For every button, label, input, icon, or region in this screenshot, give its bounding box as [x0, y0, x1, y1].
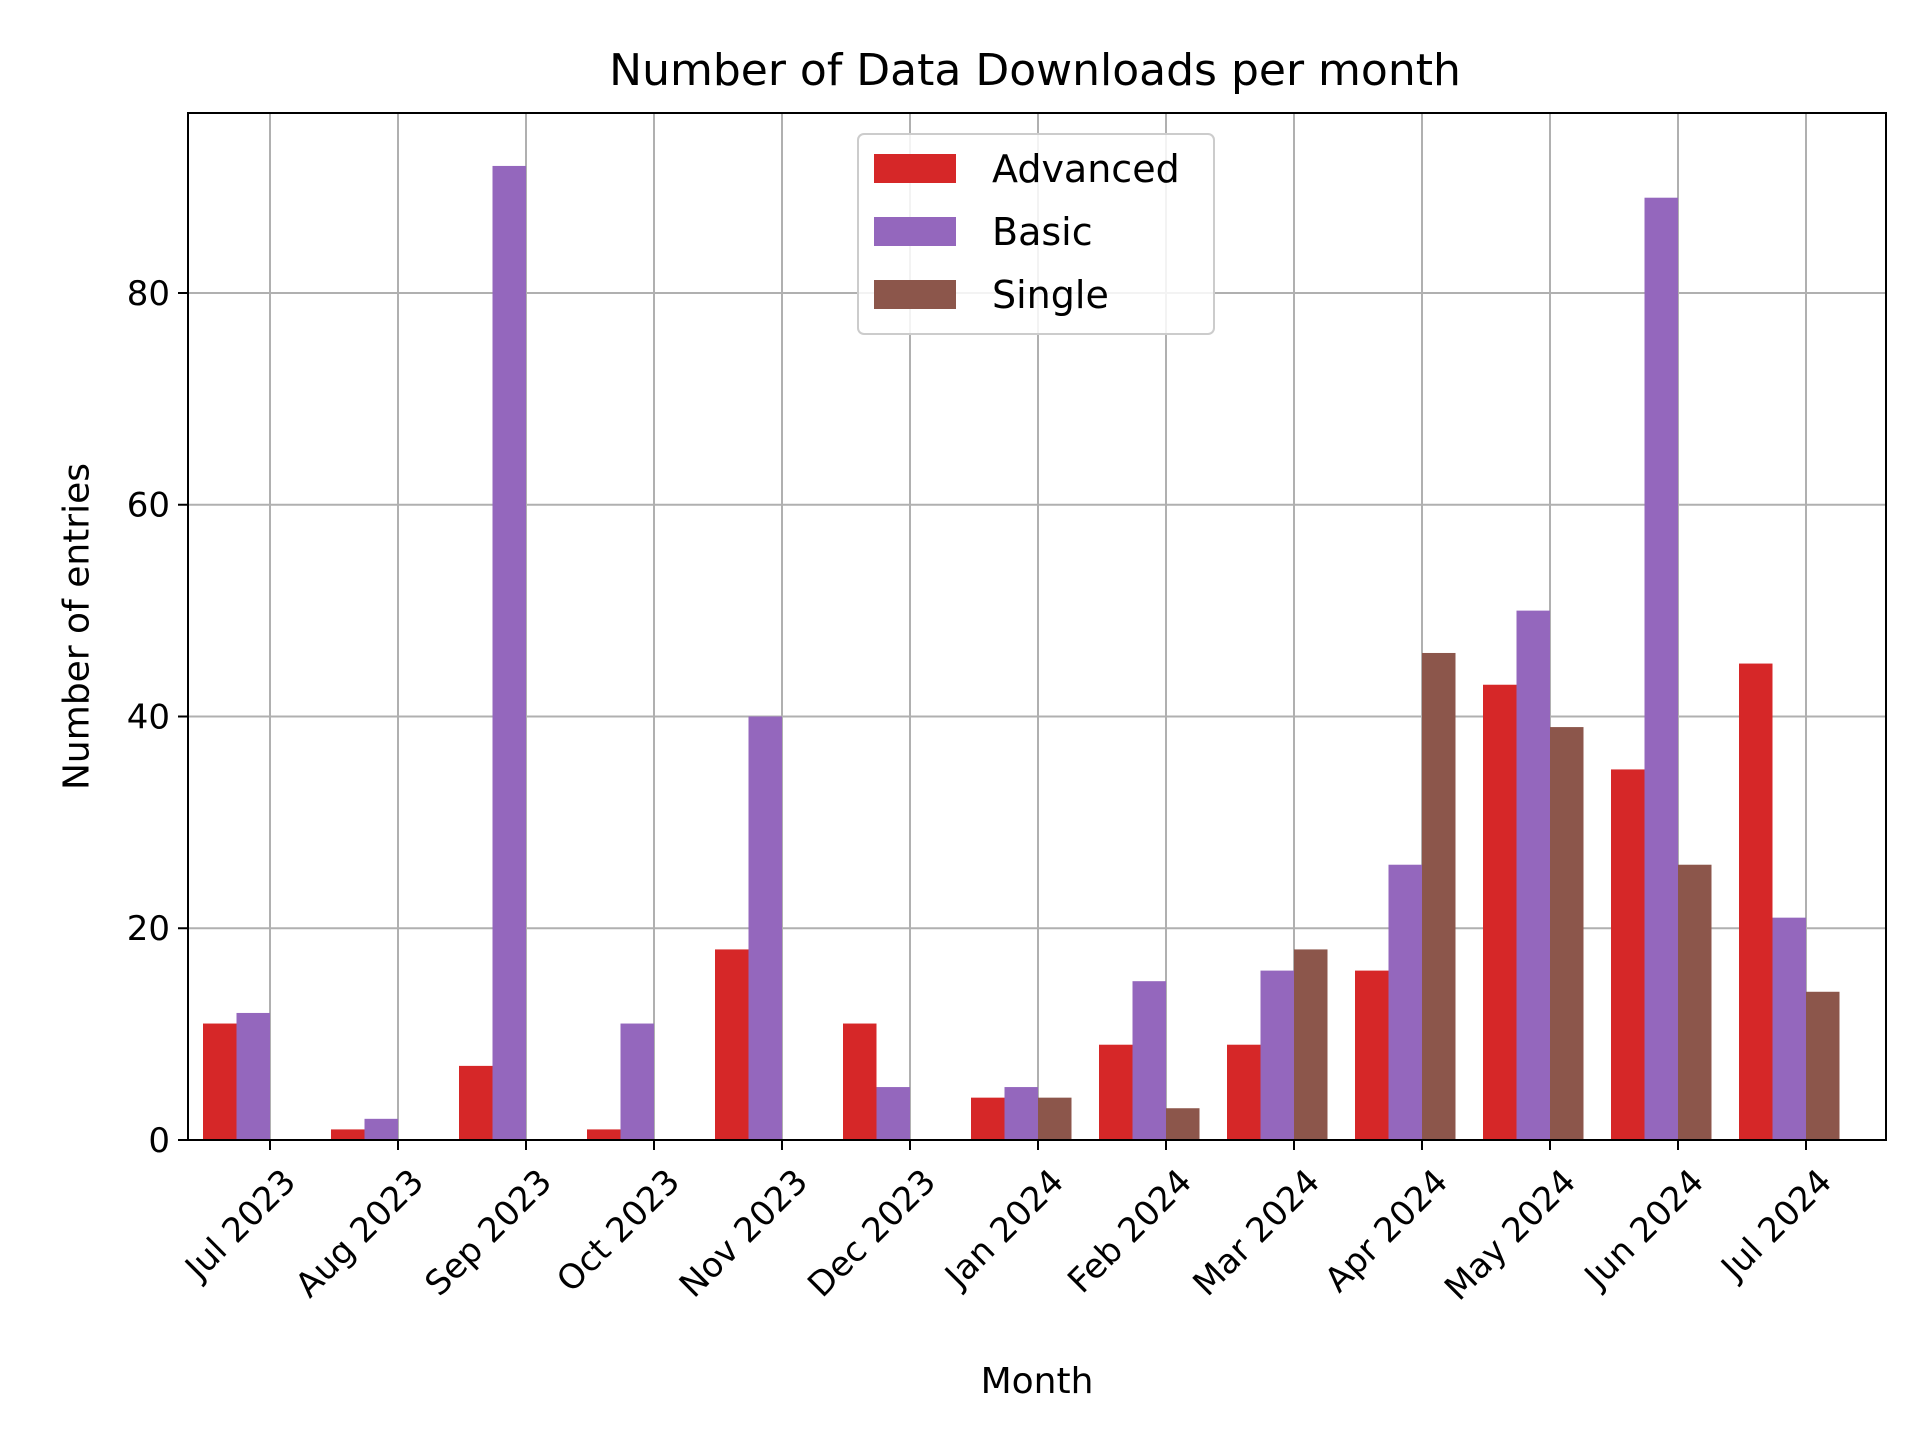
bar-advanced-jan-2024	[971, 1097, 1005, 1140]
bar-advanced-jul-2023	[203, 1023, 237, 1140]
bar-single-feb-2024	[1166, 1108, 1200, 1140]
legend-swatch-basic	[874, 217, 956, 246]
bar-basic-oct-2023	[620, 1023, 654, 1140]
bar-advanced-oct-2023	[587, 1129, 621, 1140]
bar-advanced-aug-2023	[331, 1129, 365, 1140]
bar-advanced-nov-2023	[715, 949, 749, 1140]
y-axis-label: Number of entries	[57, 463, 98, 790]
bar-advanced-sep-2023	[459, 1065, 493, 1140]
bar-single-jan-2024	[1038, 1097, 1072, 1140]
bar-advanced-jun-2024	[1611, 769, 1645, 1140]
bar-basic-feb-2024	[1132, 981, 1166, 1140]
bar-advanced-mar-2024	[1227, 1044, 1261, 1140]
bar-single-jun-2024	[1678, 864, 1712, 1140]
y-tick-label: 40	[127, 697, 170, 737]
bar-basic-may-2024	[1516, 610, 1550, 1140]
bar-basic-jun-2024	[1644, 197, 1678, 1140]
legend-label-advanced: Advanced	[992, 147, 1180, 191]
bar-basic-jul-2023	[236, 1012, 270, 1140]
bar-advanced-jul-2024	[1739, 663, 1773, 1140]
legend-swatch-single	[874, 280, 956, 309]
bar-basic-apr-2024	[1388, 864, 1422, 1140]
bar-advanced-dec-2023	[843, 1023, 877, 1140]
bar-advanced-apr-2024	[1355, 970, 1389, 1140]
bar-advanced-may-2024	[1483, 684, 1517, 1140]
bar-single-apr-2024	[1422, 652, 1456, 1140]
y-tick-label: 80	[127, 274, 170, 314]
legend: Advanced Basic Single	[857, 133, 1215, 335]
bar-single-may-2024	[1550, 727, 1584, 1140]
legend-label-basic: Basic	[992, 210, 1093, 254]
y-tick-label: 0	[148, 1121, 170, 1161]
chart-title: Number of Data Downloads per month	[609, 45, 1461, 96]
bar-basic-aug-2023	[364, 1118, 398, 1140]
bars	[203, 165, 1840, 1141]
bar-basic-jan-2024	[1004, 1087, 1038, 1140]
y-tick-label: 60	[127, 486, 170, 526]
bar-single-jul-2024	[1806, 991, 1840, 1140]
legend-swatch-advanced	[874, 154, 956, 183]
bar-basic-nov-2023	[748, 716, 782, 1140]
bar-basic-jul-2024	[1772, 917, 1806, 1140]
bar-advanced-feb-2024	[1099, 1044, 1133, 1140]
bar-basic-sep-2023	[492, 165, 526, 1141]
y-tick-label: 20	[127, 909, 170, 949]
bar-basic-dec-2023	[876, 1087, 910, 1140]
x-axis-label: Month	[981, 1361, 1094, 1402]
legend-label-single: Single	[992, 273, 1109, 317]
bar-basic-mar-2024	[1260, 970, 1294, 1140]
bar-single-mar-2024	[1294, 949, 1328, 1140]
